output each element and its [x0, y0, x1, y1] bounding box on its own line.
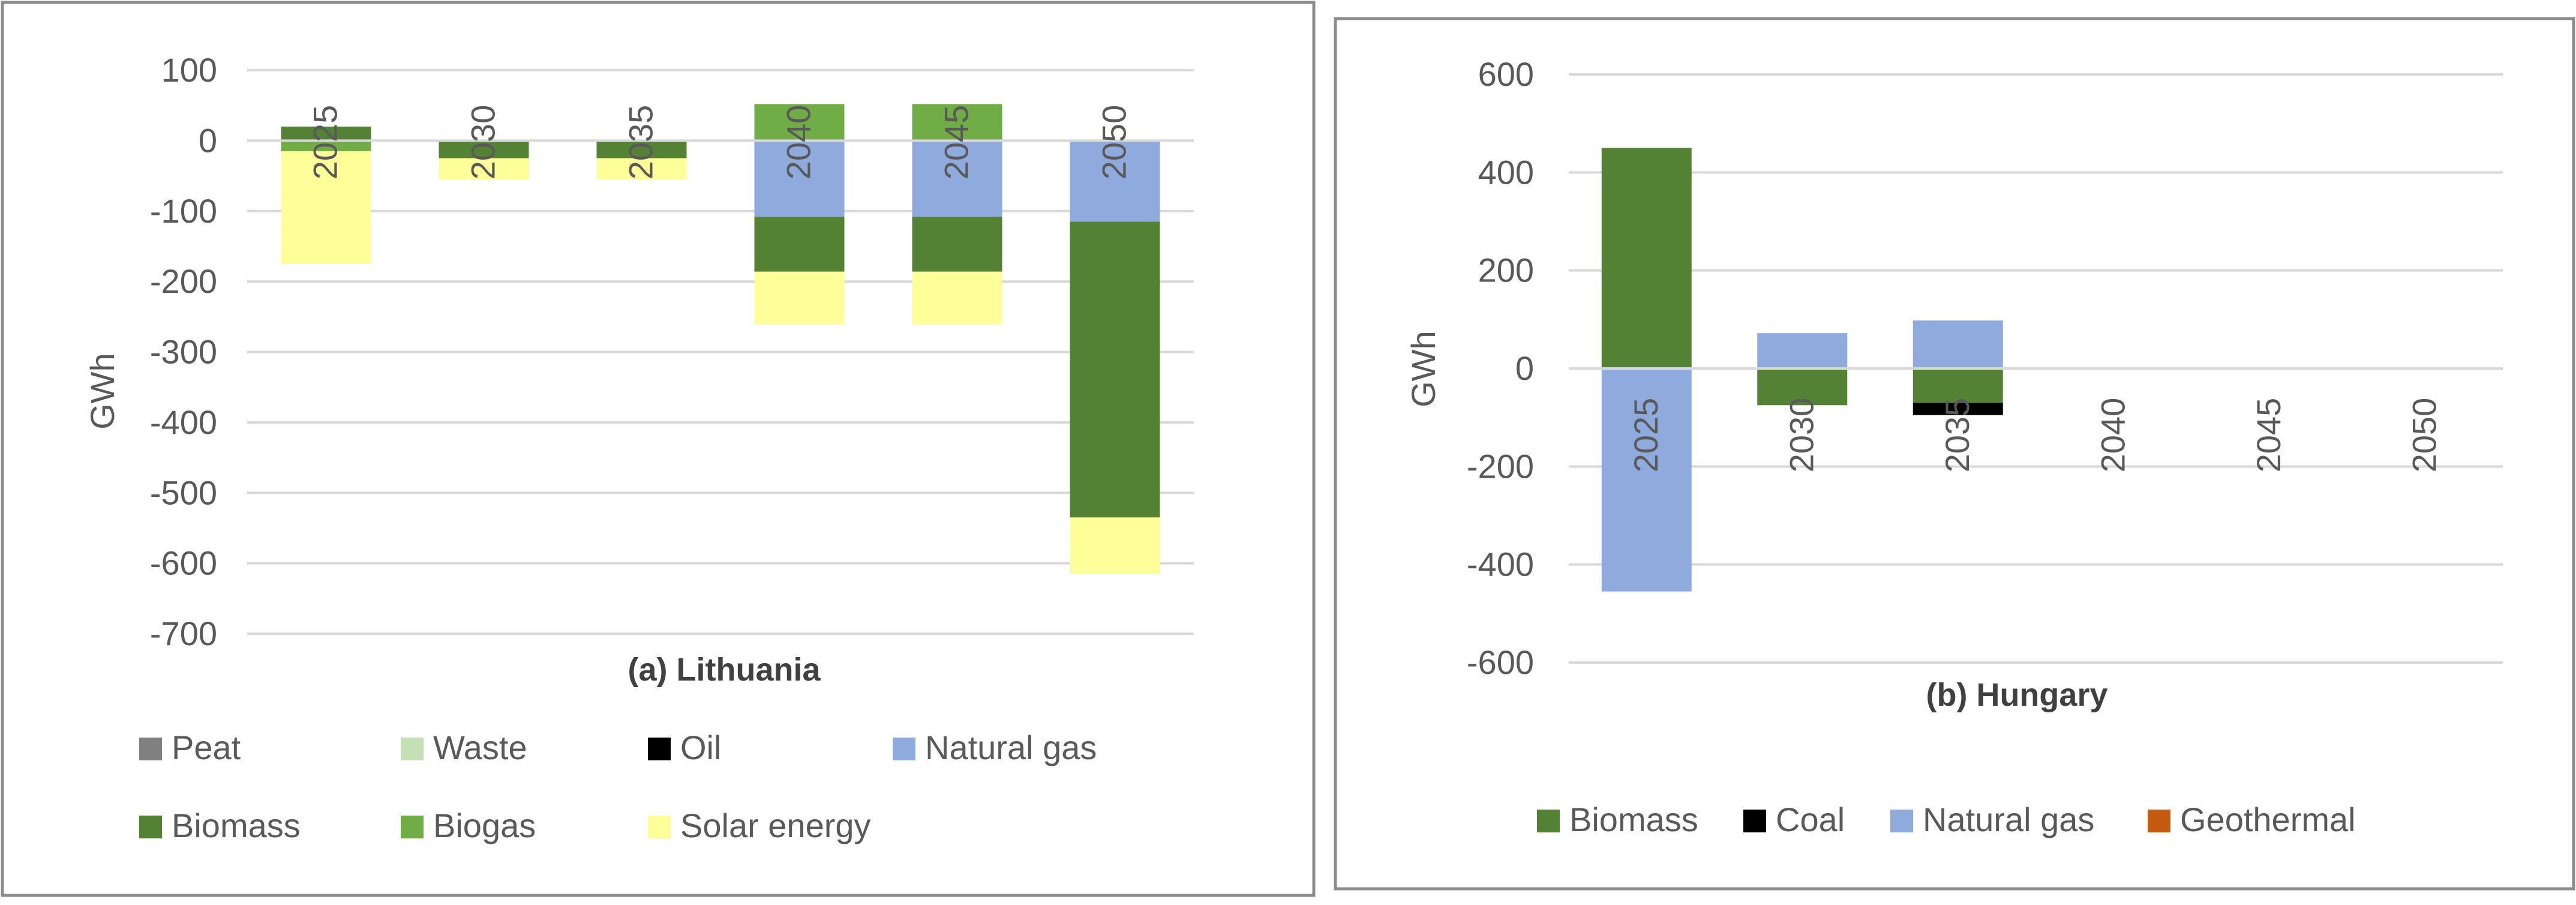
hungary-panel-frame: [1334, 17, 2575, 891]
hungary-category-label: 2035: [1938, 398, 1976, 473]
hungary-bar-natural-gas-2025: [1601, 368, 1692, 592]
hungary-y-tick-label: -200: [1467, 447, 1534, 485]
lithuania-y-tick-label: 0: [199, 121, 217, 159]
lithuania-bar-solar-energy-2035: [596, 158, 687, 179]
lithuania-bar-biogas-2025: [281, 140, 371, 151]
hungary-y-tick-label: -400: [1467, 546, 1534, 583]
lithuania-legend-swatch: [139, 738, 162, 760]
lithuania-category-label: 2025: [307, 105, 344, 180]
lithuania-bar-biogas-2045: [912, 104, 1002, 141]
lithuania-bar-biomass-2050: [1070, 221, 1160, 518]
lithuania-category-labels: 2025 2030 2035 2040 2045 2050: [307, 105, 1133, 180]
hungary-category-labels: 2025 2030 2035 2040 2045 2050: [1627, 398, 2443, 473]
lithuania-bar-solar-energy-2050: [1070, 517, 1160, 574]
lithuania-legend-label: Peat: [172, 729, 241, 766]
lithuania-bar-natural-gas-2050: [1070, 140, 1160, 222]
lithuania-y-tick-label: -600: [150, 544, 217, 582]
hungary-legend-swatch: [1743, 810, 1766, 832]
lithuania-category-label: 2050: [1095, 105, 1133, 180]
lithuania-bar-biomass-2045: [912, 217, 1002, 272]
lithuania-legend-label: Waste: [433, 729, 527, 766]
hungary-y-tick-label: 600: [1478, 55, 1534, 93]
lithuania-y-tick-label: -700: [150, 615, 217, 652]
lithuania-bar-biomass-2030: [439, 140, 529, 158]
hungary-y-tick-label: 0: [1515, 349, 1534, 387]
lithuania-bar-solar-energy-2045: [912, 271, 1002, 325]
lithuania-y-ticks: 100 0 -100 -200 -300 -400 -500 -600 -700: [150, 51, 217, 652]
hungary-y-tick-label: 200: [1478, 251, 1534, 289]
hungary-y-tick-label: 400: [1478, 153, 1534, 191]
hungary-legend-swatch: [1890, 810, 1913, 832]
lithuania-legend-swatch: [648, 816, 671, 838]
lithuania-y-tick-label: -100: [150, 192, 217, 230]
hungary-legend-label: Geothermal: [2180, 801, 2356, 838]
hungary-legend-label: Natural gas: [1923, 801, 2094, 838]
lithuania-y-tick-label: -500: [150, 474, 217, 511]
hungary-bar-biomass-2035: [1913, 368, 2003, 403]
lithuania-chart-title: (a) Lithuania: [628, 652, 821, 688]
lithuania-y-axis-label: GWh: [83, 353, 121, 430]
hungary-category-label: 2030: [1782, 398, 1820, 473]
hungary-legend-label: Biomass: [1569, 801, 1698, 838]
hungary-category-label: 2025: [1627, 398, 1665, 473]
hungary-legend-swatch: [2148, 810, 2170, 832]
lithuania-legend-label: Solar energy: [680, 807, 871, 844]
hungary-bar-biomass-2030: [1757, 368, 1848, 406]
lithuania-category-label: 2040: [780, 105, 818, 180]
lithuania-bar-solar-energy-2040: [754, 271, 845, 325]
lithuania-legend-swatch: [648, 738, 671, 760]
lithuania-legend-label: Biogas: [433, 807, 536, 844]
hungary-legend-label: Coal: [1776, 801, 1845, 838]
hungary-category-label: 2040: [2094, 398, 2131, 473]
hungary-legend: Biomass Coal Natural gas Geothermal: [1537, 801, 2356, 838]
hungary-chart-title: (b) Hungary: [1926, 677, 2108, 713]
lithuania-legend-swatch: [401, 816, 424, 838]
lithuania-legend-swatch: [139, 816, 162, 838]
lithuania-bar-biomass-2025: [281, 126, 371, 141]
lithuania-y-tick-label: -300: [150, 333, 217, 371]
hungary-y-tick-label: -600: [1467, 643, 1534, 681]
hungary-bar-biomass-2025: [1601, 148, 1692, 368]
lithuania-y-tick-label: -400: [150, 403, 217, 441]
lithuania-y-tick-label: -200: [150, 262, 217, 300]
lithuania-bar-biomass-2035: [596, 140, 687, 158]
lithuania-legend-swatch: [401, 738, 424, 760]
lithuania-bar-natural-gas-2045: [912, 140, 1002, 217]
lithuania-legend-label: Biomass: [172, 807, 301, 844]
hungary-category-label: 2050: [2405, 398, 2443, 473]
lithuania-category-label: 2045: [938, 105, 975, 180]
lithuania-legend: Peat Waste Oil Natural gas Biomass Biogas Sola…: [139, 729, 1097, 844]
hungary-y-axis-label: GWh: [1404, 331, 1442, 407]
lithuania-legend-label: Natural gas: [925, 729, 1097, 766]
hungary-bar-natural-gas-2030: [1757, 333, 1848, 368]
lithuania-y-tick-label: 100: [161, 51, 217, 89]
lithuania-bars: [247, 104, 1194, 574]
lithuania-bar-solar-energy-2025: [281, 151, 371, 264]
hungary-legend-swatch: [1537, 810, 1560, 832]
lithuania-category-label: 2035: [622, 105, 660, 180]
lithuania-bar-natural-gas-2040: [754, 140, 845, 217]
lithuania-bar-solar-energy-2030: [439, 158, 529, 179]
lithuania-category-label: 2030: [464, 105, 502, 180]
lithuania-legend-label: Oil: [680, 729, 721, 766]
hungary-y-ticks: 600 400 200 0 -200 -400 -600: [1467, 55, 1534, 681]
lithuania-bar-biomass-2040: [754, 217, 845, 272]
lithuania-legend-swatch: [893, 738, 915, 760]
hungary-bar-natural-gas-2035: [1913, 320, 2003, 368]
hungary-bar-coal-2035: [1913, 403, 2003, 415]
lithuania-bar-biogas-2040: [754, 104, 845, 141]
hungary-bars: [1569, 148, 2503, 592]
hungary-category-label: 2045: [2250, 398, 2287, 473]
